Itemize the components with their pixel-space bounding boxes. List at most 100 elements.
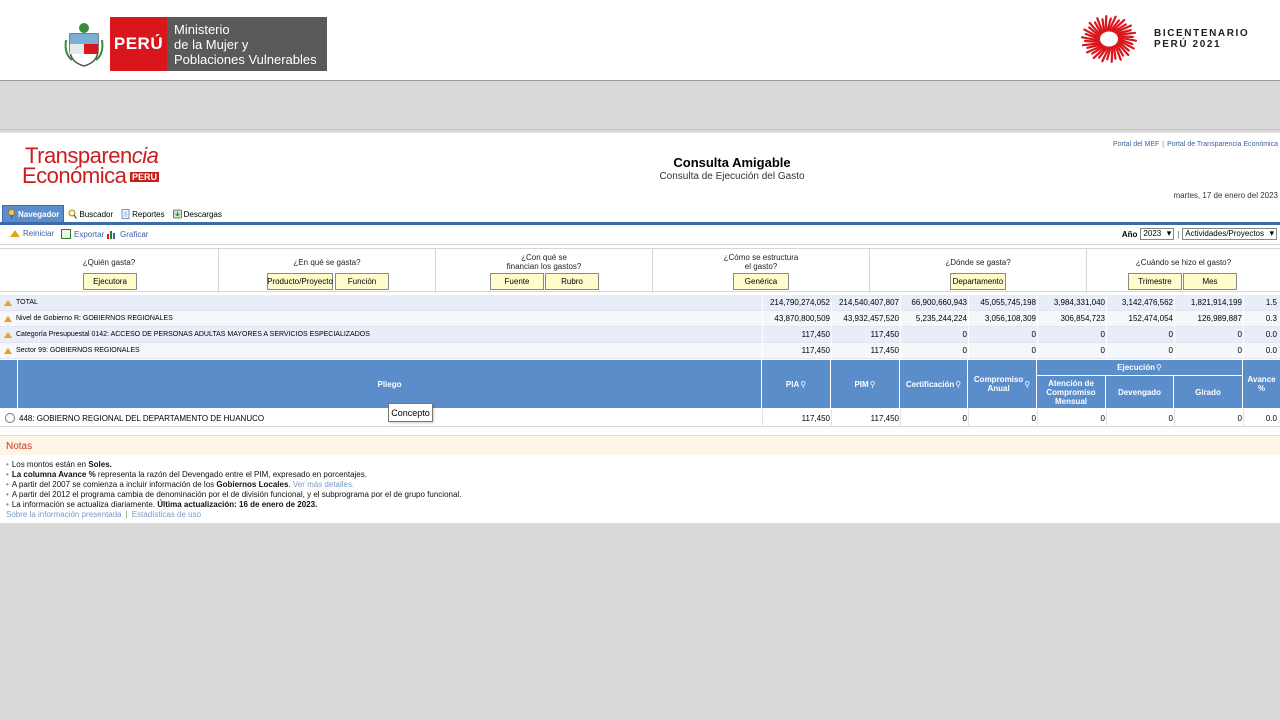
column-divider [831, 327, 832, 343]
question-como: ¿Cómo se estructura el gasto? Genérica [653, 249, 870, 293]
view-select[interactable]: Actividades/Proyectos [1182, 228, 1277, 240]
year-select[interactable]: 2023 [1140, 228, 1175, 240]
summary-value: 0 [1100, 346, 1105, 355]
header-pia[interactable]: PIA ⚲ [762, 360, 831, 408]
summary-value: 43,932,457,520 [843, 314, 899, 323]
summary-value: 3,984,331,040 [1053, 298, 1105, 307]
graficar-button[interactable]: Graficar [106, 229, 148, 239]
summary-row[interactable]: Sector 99: GOBIERNOS REGIONALES 117,450 11… [0, 343, 1280, 359]
exportar-button[interactable]: Exportar [61, 229, 104, 239]
table-header: Pliego PIA ⚲ PIM ⚲ Certificación ⚲ Compromi… [0, 360, 1280, 408]
column-divider [1106, 409, 1107, 427]
header-devengado[interactable]: Devengado [1106, 376, 1174, 408]
question-label: ¿Cómo se estructura el gasto? [653, 253, 869, 271]
tab-label: Descargas [183, 209, 222, 219]
note-item: A partir del 2012 el programa cambia de … [6, 490, 462, 500]
mes-button[interactable]: Mes [1183, 273, 1237, 290]
search-icon [68, 209, 78, 219]
summary-value: 0.3 [1265, 314, 1277, 323]
row-value: 0.0 [1265, 414, 1277, 423]
triangle-up-icon[interactable] [4, 315, 12, 322]
triangle-up-icon[interactable] [4, 347, 12, 354]
summary-label-text: Nivel de Gobierno R: GOBIERNOS REGIONALE… [16, 315, 173, 322]
summary-value: 0.0 [1265, 346, 1277, 355]
tab-buscador[interactable]: Buscador [64, 205, 117, 223]
header-atencion[interactable]: Atención de Compromiso Mensual [1037, 376, 1106, 408]
triangle-up-icon[interactable] [4, 299, 12, 306]
column-divider [1243, 343, 1244, 359]
info-pin-icon[interactable]: ⚲ [800, 379, 807, 389]
header-compromiso-anual[interactable]: Compromiso Anual ⚲ [968, 360, 1037, 408]
summary-value: 0 [1237, 330, 1242, 339]
row-value: 0 [1237, 414, 1242, 423]
row-label[interactable]: 448: GOBIERNO REGIONAL DEL DEPARTAMENTO … [19, 414, 265, 423]
ver-mas-link[interactable]: Ver más detalles. [290, 480, 355, 489]
column-divider [1174, 295, 1175, 311]
info-pin-icon[interactable]: ⚲ [1024, 379, 1031, 389]
reiniciar-button[interactable]: Reiniciar [10, 229, 54, 238]
summary-row[interactable]: Nivel de Gobierno R: GOBIERNOS REGIONALE… [0, 311, 1280, 327]
rubro-button[interactable]: Rubro [545, 273, 599, 290]
summary-value: 126,989,887 [1197, 314, 1243, 323]
summary-row-label[interactable]: TOTAL [4, 299, 38, 306]
summary-value: 1.5 [1265, 298, 1277, 307]
link-portal-mef[interactable]: Portal del MEF [1112, 141, 1160, 148]
tab-descargas[interactable]: Descargas [169, 205, 226, 223]
transparencia-logo[interactable]: Transparencia Económica PERU [0, 139, 175, 189]
summary-value: 0 [1168, 346, 1173, 355]
peru-logo-block: PERÚ [110, 17, 167, 71]
column-divider [1037, 409, 1038, 427]
column-divider [1174, 409, 1175, 427]
page-title: Consulta Amigable [673, 155, 791, 170]
column-divider [831, 311, 832, 327]
summary-label-text: Sector 99: GOBIERNOS REGIONALES [16, 347, 140, 354]
header-select-col [0, 360, 18, 408]
header-pim[interactable]: PIM ⚲ [831, 360, 900, 408]
tab-navegador[interactable]: Navegador [2, 205, 65, 223]
summary-value: 214,790,274,052 [769, 298, 830, 307]
generica-button[interactable]: Genérica [733, 273, 789, 290]
triangle-up-icon[interactable] [4, 331, 12, 338]
summary-row-label[interactable]: Nivel de Gobierno R: GOBIERNOS REGIONALE… [4, 315, 173, 322]
info-pin-icon[interactable]: ⚲ [955, 379, 962, 389]
departamento-button[interactable]: Departamento [950, 273, 1006, 290]
link-sobre-informacion[interactable]: Sobre la información presentada [6, 510, 122, 519]
summary-value: 117,450 [870, 330, 899, 339]
link-estadisticas[interactable]: Estadísticas de uso [131, 510, 202, 519]
info-pin-icon[interactable]: ⚲ [869, 379, 876, 389]
summary-row[interactable]: Categoría Presupuestal 0142: ACCESO DE P… [0, 327, 1280, 343]
tab-reportes[interactable]: Reportes [117, 205, 168, 223]
producto-proyecto-button[interactable]: Producto/Proyecto [267, 273, 333, 290]
header-pliego[interactable]: Pliego [18, 360, 762, 408]
row-value: 0 [1100, 414, 1105, 423]
row-radio[interactable] [5, 413, 15, 423]
header-label: PIM [854, 379, 869, 389]
fuente-button[interactable]: Fuente [490, 273, 544, 290]
summary-value: 0 [1168, 330, 1173, 339]
question-row: ¿Quién gasta? Ejecutora ¿En qué se gasta… [0, 248, 1280, 293]
summary-row-label[interactable]: Sector 99: GOBIERNOS REGIONALES [4, 347, 140, 354]
table-row[interactable]: 448: GOBIERNO REGIONAL DEL DEPARTAMENTO … [0, 409, 1280, 427]
peru-crest-icon [64, 23, 104, 67]
column-divider [968, 327, 969, 343]
summary-row-label[interactable]: Categoría Presupuestal 0142: ACCESO DE P… [4, 331, 370, 338]
ministry-line: Ministerio [174, 22, 230, 37]
ejecutora-button[interactable]: Ejecutora [83, 273, 137, 290]
current-date: martes, 17 de enero del 2023 [1173, 191, 1278, 200]
summary-row[interactable]: TOTAL 214,790,274,052 214,540,407,807 66,90… [0, 295, 1280, 311]
header-certificacion[interactable]: Certificación ⚲ [900, 360, 968, 408]
tab-label: Reportes [132, 209, 165, 219]
link-portal-transparencia[interactable]: Portal de Transparencia Económica [1167, 141, 1278, 148]
summary-value: 0 [1237, 346, 1242, 355]
column-divider [1174, 311, 1175, 327]
header-avance[interactable]: Avance % [1247, 375, 1276, 393]
column-divider [1243, 409, 1244, 427]
triangle-up-icon [10, 230, 20, 237]
trimestre-button[interactable]: Trimestre [1128, 273, 1182, 290]
header-girado[interactable]: Girado [1174, 376, 1243, 408]
tab-divider [0, 222, 1280, 225]
info-pin-icon[interactable]: ⚲ [1155, 363, 1162, 372]
summary-value: 3,142,476,562 [1121, 298, 1173, 307]
funcion-button[interactable]: Función [335, 273, 389, 290]
summary-value: 5,235,244,224 [915, 314, 967, 323]
